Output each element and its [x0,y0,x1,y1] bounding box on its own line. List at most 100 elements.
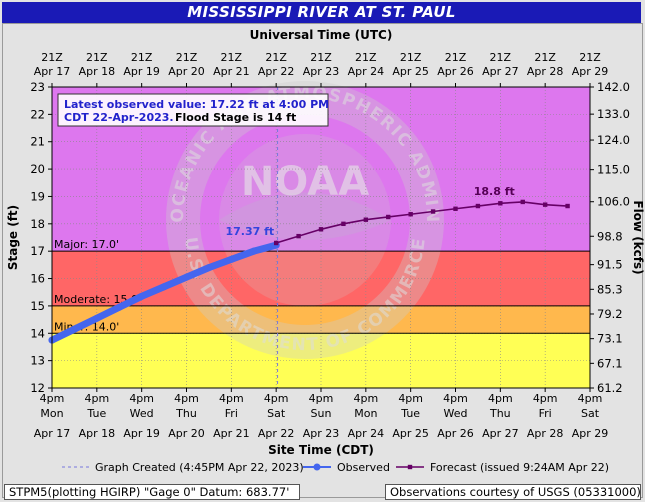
x-top-tick-date: Apr 19 [123,65,160,78]
x-tick-date: Apr 19 [123,427,160,440]
forecast-point [341,221,346,227]
forecast-series-line [275,201,568,244]
x-top-tick-date: Apr 24 [348,65,385,78]
info-box [57,93,329,127]
x-tick-day: Sat [267,407,286,420]
x-tick-day: Sat [581,407,600,420]
y2-tick-label: 61.2 [597,381,623,395]
x-tick-day: Wed [444,407,468,420]
x-top-tick-date: Apr 25 [392,65,429,78]
datum-note: STPM5(plotting HGIRP) "Gage 0" Datum: 68… [4,484,300,500]
x-top-tick-time: 21Z [579,51,601,64]
x-tick-day: Sun [311,407,332,420]
x-top-tick-date: Apr 22 [258,65,295,78]
x-tick-date: Apr 28 [527,427,564,440]
x-tick-date: Apr 24 [348,427,385,440]
y-tick-label: 13 [30,354,45,368]
x-top-tick-date: Apr 26 [437,65,474,78]
observed-point [115,303,123,311]
legend-observed-marker [313,463,321,471]
x-top-tick-time: 21Z [265,51,287,64]
x-top-tick-time: 21Z [445,51,467,64]
x-top-tick-date: Apr 29 [572,65,609,78]
x-top-tick-date: Apr 20 [168,65,205,78]
legend-forecast-marker [407,464,413,470]
observed-point [160,283,168,291]
forecast-point [498,201,503,206]
x-tick-time: 4pm [219,392,244,405]
x-tick-day: Tue [400,407,420,420]
info-box-line2b: Flood Stage is 14 ft [175,111,296,124]
y-tick-label: 23 [30,80,45,94]
x-tick-day: Fri [225,407,238,420]
y-tick-label: 16 [30,272,45,286]
x-top-tick-time: 21Z [355,51,377,64]
forecast-point [296,233,301,239]
y-tick-label: 19 [30,189,45,203]
x-tick-day: Tue [86,407,106,420]
y-tick-label: 17 [30,244,45,258]
x-tick-date: Apr 20 [168,427,205,440]
top-axis-title: Universal Time (UTC) [250,28,393,42]
x-top-tick-time: 21Z [41,51,63,64]
x-top-tick-time: 21Z [86,51,108,64]
x-top-tick-date: Apr 27 [482,65,519,78]
legend-graph-created-label: Graph Created (4:45PM Apr 22, 2023) [95,461,304,474]
y-tick-label: 15 [30,299,45,313]
forecast-point [408,212,413,217]
forecast-point [453,206,458,211]
x-tick-date: Apr 27 [482,427,519,440]
flood-band-minor [52,305,590,334]
forecast-point [475,203,481,209]
x-top-tick-date: Apr 17 [34,65,71,78]
x-tick-time: 4pm [264,392,289,405]
forecast-point [565,203,570,209]
y-tick-label: 18 [30,217,45,231]
x-top-tick-time: 21Z [490,51,512,64]
observed-point [227,255,235,263]
x-tick-day: Fri [539,407,552,420]
forecast-peak-label: 18.8 ft [474,185,515,198]
x-top-tick-date: Apr 21 [213,65,250,78]
info-box-line1: Latest observed value: 17.22 ft at 4:00 … [64,98,329,111]
x-tick-time: 4pm [533,392,558,405]
x-tick-time: 4pm [353,392,378,405]
x-top-tick-time: 21Z [534,51,556,64]
x-tick-day: Wed [130,407,154,420]
y2-tick-label: 67.1 [597,356,623,370]
y2-tick-label: 142.0 [597,80,630,94]
observed-point [138,292,146,300]
observed-point [250,247,258,255]
observed-point [183,273,190,281]
info-box-line2a: CDT 22-Apr-2023. [64,111,174,124]
x-top-tick-time: 21Z [221,51,243,64]
legend-observed-label: Observed [337,461,390,474]
y-tick-label: 20 [30,162,45,176]
x-tick-day: Mon [40,407,63,420]
x-tick-time: 4pm [309,392,334,405]
flood-stage-label: Major: 17.0' [54,238,119,251]
x-tick-time: 4pm [488,392,513,405]
x-tick-time: 4pm [174,392,199,405]
forecast-point [430,209,436,214]
x-tick-date: Apr 18 [79,427,116,440]
y2-tick-label: 124.0 [597,133,630,147]
x-top-tick-time: 21Z [131,51,153,64]
x-top-tick-time: 21Z [310,51,332,64]
observed-point [70,325,78,333]
x-tick-time: 4pm [578,392,603,405]
x-top-tick-time: 21Z [176,51,198,64]
forecast-point [363,217,369,222]
legend-forecast-label: Forecast (issued 9:24AM Apr 22) [430,461,609,474]
x-tick-day: Thu [175,407,197,420]
y-tick-label: 14 [30,326,45,340]
forecast-point [386,214,391,220]
y2-axis-title: Flow (kcfs) [631,200,645,274]
y2-tick-label: 98.8 [597,229,623,243]
watermark-center-text: NOAA [241,159,369,205]
x-top-tick-time: 21Z [400,51,422,64]
y2-tick-label: 91.5 [597,258,623,272]
y2-tick-label: 73.1 [597,332,623,346]
flood-stage-label: Moderate: 15.0' [54,293,141,306]
